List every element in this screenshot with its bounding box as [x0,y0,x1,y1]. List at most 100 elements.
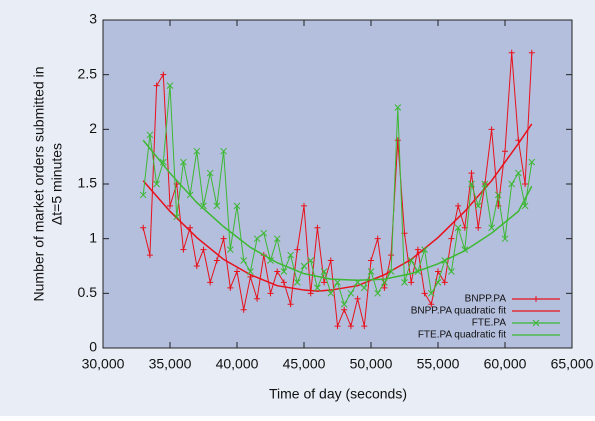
point [193,263,200,269]
point [226,246,234,253]
point [347,323,354,330]
point [387,268,395,275]
point [206,169,214,177]
point [367,268,375,275]
point [347,289,355,297]
point [187,224,194,231]
point [300,262,308,270]
point [448,235,455,242]
point [468,170,475,177]
y-tick-label: 0.5 [78,284,98,300]
point [475,224,482,231]
point [360,284,368,292]
legend-label: BNPP.PA [465,294,507,305]
y-tick-label: 1.5 [78,175,98,191]
point [508,49,515,56]
point [307,257,315,264]
point [361,323,368,330]
point [407,257,415,264]
x-tick-label: 40,000 [216,356,259,372]
point [213,257,220,264]
point [528,158,536,166]
point [414,246,421,253]
point [314,284,321,292]
point [354,295,361,302]
point [327,289,335,297]
point [220,147,227,155]
point [287,251,294,259]
x-tick-label: 45,000 [283,356,326,372]
point [200,202,207,210]
point [220,235,227,242]
point [294,246,301,253]
point [247,268,254,275]
point [374,235,381,242]
point [167,202,173,209]
point [146,252,153,259]
point [427,289,435,297]
point [435,268,441,275]
point [421,290,428,297]
point [293,279,301,286]
point [468,180,475,188]
point [528,49,535,56]
point [334,323,341,330]
point [280,279,287,286]
point [153,180,160,188]
point [481,180,489,188]
point [408,279,415,286]
point [515,169,522,177]
point [146,131,154,139]
y-axis-label: Number of market orders submitted in [31,67,47,302]
y-axis-label: Δt=5 minutes [49,143,65,225]
point [374,289,382,297]
point [287,301,294,308]
point [140,224,147,231]
point [200,246,207,253]
point [213,202,221,210]
legend-label: BNPP.PA quadratic fit [411,306,506,317]
y-tick-label: 1 [89,229,97,245]
point [254,295,261,302]
point [501,235,509,243]
point [341,306,348,313]
point [207,279,214,286]
point [502,148,508,155]
x-axis-label: Time of day (seconds) [269,386,407,402]
point [421,246,428,253]
point [334,279,341,286]
point [260,229,268,237]
point [240,257,248,264]
y-tick-label: 2.5 [78,65,98,81]
x-tick-label: 60,000 [484,356,527,372]
point [166,82,174,89]
legend-label: FTE.PA [472,318,507,329]
point [139,191,147,199]
point [274,268,281,275]
point [153,82,160,89]
point [159,158,167,166]
point [532,319,540,327]
point [280,268,288,275]
point [227,284,234,291]
point [394,137,401,144]
point [401,279,408,286]
point [488,224,495,232]
x-tick-label: 65,000 [551,356,594,372]
point [434,279,442,286]
y-tick-label: 3 [89,11,97,27]
point [454,224,462,232]
point [267,290,274,297]
x-tick-label: 30,000 [82,356,125,372]
point [253,235,261,243]
point [327,257,334,264]
point [273,235,281,243]
point [508,180,516,188]
point [180,158,187,166]
point [428,301,435,308]
point [474,202,482,210]
point [321,279,328,286]
point [320,268,328,275]
point [233,202,241,210]
point [488,126,495,133]
